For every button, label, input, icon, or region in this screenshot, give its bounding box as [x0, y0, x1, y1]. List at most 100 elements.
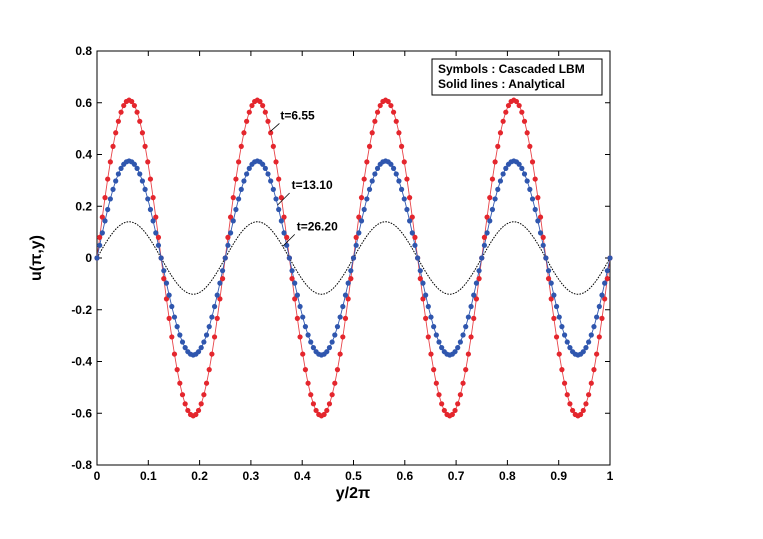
data-point	[139, 130, 146, 136]
data-point	[527, 143, 533, 149]
data-point	[548, 296, 554, 302]
data-point	[217, 280, 223, 286]
data-point	[543, 255, 549, 261]
data-point	[219, 276, 226, 282]
data-point	[297, 303, 303, 310]
data-point	[521, 118, 528, 124]
data-point	[161, 276, 167, 282]
x-tick-label: 0	[94, 469, 101, 483]
data-point	[457, 339, 463, 345]
data-point	[270, 186, 276, 192]
data-point	[425, 303, 431, 310]
data-point	[241, 130, 247, 136]
data-point	[409, 214, 415, 220]
data-point	[417, 276, 423, 282]
legend-line-2: Solid lines : Analytical	[438, 77, 565, 91]
data-point	[393, 171, 399, 177]
data-point	[201, 339, 207, 345]
data-point	[163, 296, 170, 302]
data-point	[193, 411, 199, 418]
data-point	[473, 296, 480, 302]
y-tick-label: 0.6	[75, 96, 92, 110]
data-point	[586, 339, 592, 345]
data-point	[238, 186, 244, 192]
data-point	[332, 380, 338, 386]
data-point	[244, 171, 250, 177]
data-point	[142, 186, 148, 192]
data-point	[155, 234, 162, 240]
data-point	[236, 196, 242, 202]
data-point	[214, 315, 220, 321]
legend-line-1: Symbols : Cascaded LBM	[438, 62, 585, 76]
data-point	[137, 171, 143, 177]
data-point	[115, 171, 121, 177]
data-point	[540, 234, 546, 240]
data-point	[540, 242, 546, 248]
data-point	[310, 345, 317, 351]
data-point	[537, 214, 544, 220]
data-point	[113, 130, 119, 136]
data-point	[591, 324, 597, 330]
data-point	[463, 324, 469, 330]
data-point	[524, 130, 530, 136]
data-point	[321, 411, 327, 418]
data-point	[273, 159, 279, 165]
data-point	[99, 214, 105, 220]
x-tick-label: 0.1	[140, 469, 157, 483]
data-point	[305, 332, 311, 338]
data-point	[230, 195, 236, 201]
data-point	[439, 345, 445, 351]
x-tick-label: 1	[607, 469, 614, 483]
data-point	[94, 255, 100, 261]
data-point	[292, 296, 298, 302]
data-point	[407, 195, 413, 201]
data-point	[337, 314, 343, 320]
data-point	[329, 339, 335, 345]
data-point	[174, 324, 180, 330]
data-point	[348, 276, 354, 282]
data-point	[503, 165, 509, 171]
data-point	[182, 401, 188, 407]
data-point	[377, 102, 383, 109]
data-point	[238, 143, 244, 149]
data-point	[366, 186, 373, 192]
data-point	[524, 178, 530, 184]
y-tick-label: 0.2	[75, 199, 92, 213]
data-point	[420, 280, 426, 286]
data-point	[137, 118, 143, 124]
data-point	[273, 196, 279, 202]
data-point	[366, 143, 373, 149]
data-point	[460, 380, 466, 386]
data-point	[364, 159, 370, 165]
data-point	[390, 109, 397, 115]
data-point	[241, 178, 247, 184]
x-tick-label: 0.9	[550, 469, 567, 483]
y-tick-label: -0.8	[71, 458, 92, 472]
data-point	[281, 230, 287, 236]
data-point	[177, 380, 183, 386]
y-axis-label: u(π,y)	[28, 235, 45, 281]
data-point	[350, 255, 357, 261]
data-point	[604, 276, 610, 282]
data-point	[308, 339, 314, 345]
data-point	[118, 109, 124, 115]
data-point	[348, 268, 354, 274]
data-point	[169, 334, 175, 340]
data-point	[548, 280, 554, 286]
data-point	[278, 218, 284, 224]
data-point	[516, 161, 522, 167]
data-point	[169, 303, 175, 310]
data-point	[177, 332, 183, 338]
data-point	[372, 171, 378, 177]
legend-frame	[431, 58, 603, 96]
data-point	[415, 255, 421, 261]
data-point	[155, 242, 162, 248]
data-point	[436, 339, 442, 345]
data-point	[484, 214, 490, 220]
data-point	[431, 367, 437, 373]
data-point	[433, 332, 439, 338]
data-point	[390, 165, 397, 171]
data-point	[455, 345, 461, 351]
data-point	[433, 380, 439, 386]
